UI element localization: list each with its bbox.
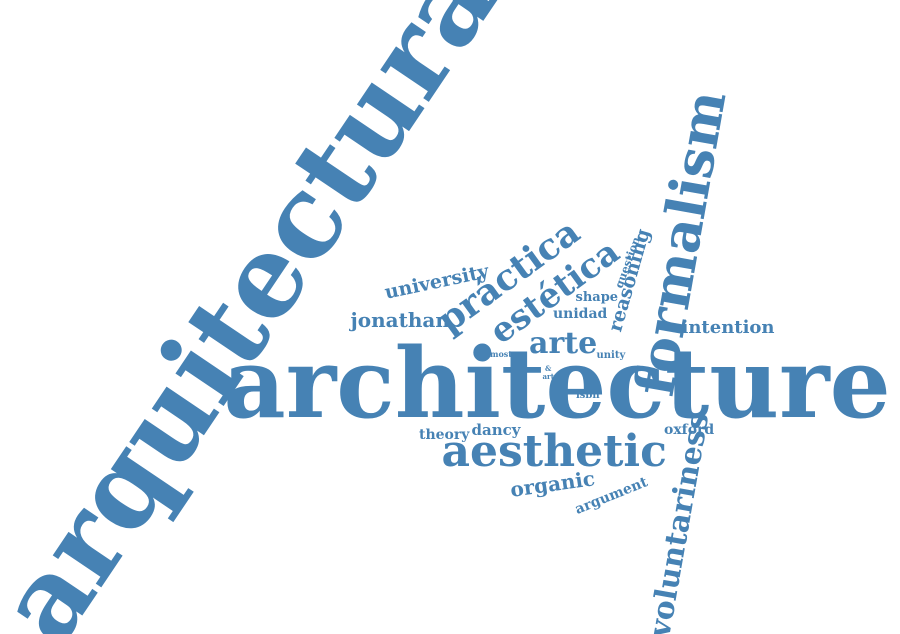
word-dancy: dancy [471,420,521,439]
word-arte: arte [529,326,598,361]
word-intention: intention [681,317,775,338]
word-isbn: isbn [576,390,600,401]
word-architecture: architecture [223,327,891,440]
word-art: art [542,371,554,381]
word-oxford: oxford [664,422,715,438]
word-shape: shape [575,289,619,305]
word-ampersand: & [545,363,552,373]
word-aesthetic: aesthetic [441,426,667,477]
word-theory: theory [419,427,470,443]
word-most: most [490,349,512,359]
word-unidad: unidad [553,306,608,322]
word-jonathan: jonathan [350,308,450,332]
word-unity: unity [596,350,626,361]
